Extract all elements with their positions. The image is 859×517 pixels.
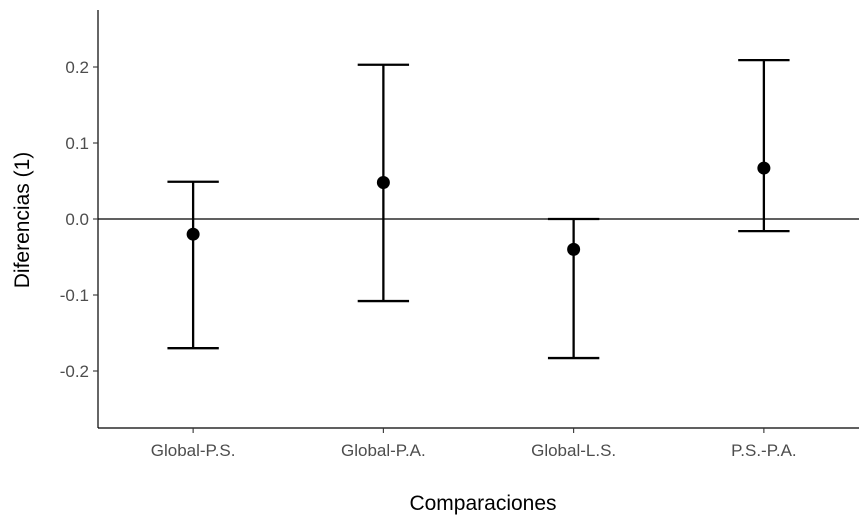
estimate-point xyxy=(376,176,390,190)
estimate-point xyxy=(757,161,771,175)
error-bars xyxy=(167,59,790,360)
x-tick-label: Global-P.S. xyxy=(151,441,236,460)
error-bar xyxy=(357,63,410,303)
x-axis-ticks: Global-P.S. Global-P.A. Global-L.S. P.S.-P.… xyxy=(151,428,797,460)
y-tick-label: -0.2 xyxy=(60,362,89,381)
x-tick-label: P.S.-P.A. xyxy=(731,441,797,460)
plot-area xyxy=(97,10,859,429)
y-tick-label: -0.1 xyxy=(60,286,89,305)
error-bar xyxy=(738,59,790,233)
x-tick-label: Global-P.A. xyxy=(341,441,426,460)
y-axis-ticks: -0.2 -0.1 0.0 0.1 0.2 xyxy=(60,58,98,381)
y-tick-label: 0.1 xyxy=(65,134,89,153)
x-tick-label: Global-L.S. xyxy=(531,441,616,460)
y-tick-label: 0.0 xyxy=(65,210,89,229)
x-axis-title: Comparaciones xyxy=(409,492,556,515)
estimate-point xyxy=(186,227,200,241)
y-axis-title: Diferencias (1) xyxy=(11,152,34,289)
estimate-point xyxy=(567,242,581,256)
error-bar xyxy=(167,180,219,350)
error-bar xyxy=(547,217,600,360)
y-tick-label: 0.2 xyxy=(65,58,89,77)
